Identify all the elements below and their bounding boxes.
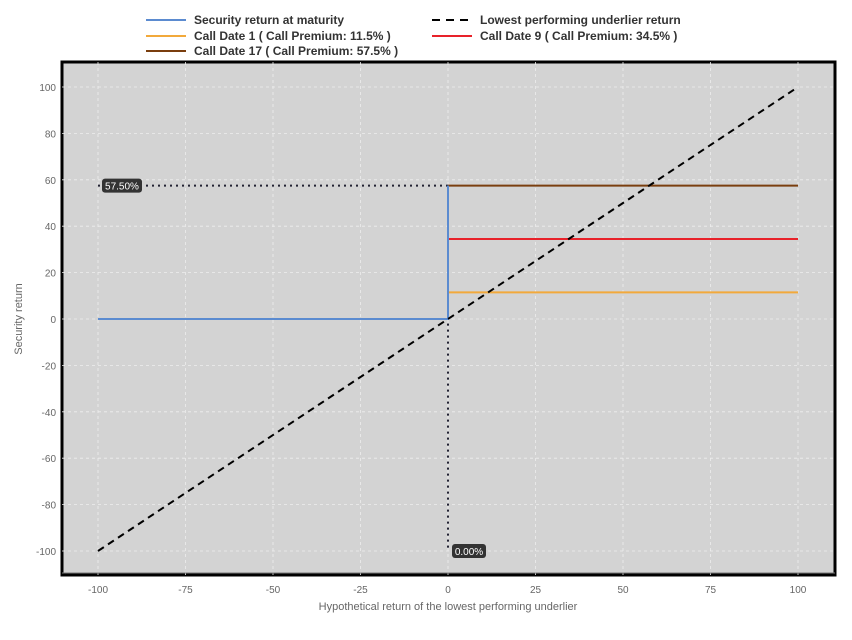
y-tick-label: 100 [39,83,56,94]
y-tick-label: 40 [45,222,57,233]
x-tick-label: 50 [617,585,629,596]
legend-item-2: Call Date 1 ( Call Premium: 11.5% ) [194,29,391,43]
x-tick-label: 75 [705,585,717,596]
y-tick-label: -80 [42,501,57,512]
y-tick-label: 20 [45,269,57,280]
x-tick-label: 0 [445,585,451,596]
annotation-tag-y [102,178,142,193]
x-tick-label: -100 [88,585,108,596]
legend-item-3: Call Date 9 ( Call Premium: 34.5% ) [480,29,677,43]
y-tick-label: 60 [45,176,57,187]
y-tick-label: -40 [42,408,57,419]
x-tick-label: -75 [178,585,193,596]
annotation-label-x: 0.00% [455,547,483,558]
y-tick-label: 0 [50,315,56,326]
annotation-label-y: 57.50% [105,182,139,193]
x-tick-label: -25 [353,585,368,596]
series-line-1 [97,86,799,552]
series-line-0 [98,185,449,320]
x-tick-label: 100 [790,585,807,596]
y-tick-label: -100 [36,547,56,558]
x-tick-label: 25 [530,585,542,596]
annotation-tag-x [452,544,486,558]
y-tick-label: -20 [42,361,57,372]
y-axis-title: Security return [13,283,25,355]
y-tick-label: -60 [42,454,57,465]
x-axis-title: Hypothetical return of the lowest perfor… [319,601,578,613]
legend-item-1: Lowest performing underlier return [480,13,681,27]
legend-item-4: Call Date 17 ( Call Premium: 57.5% ) [194,44,398,58]
legend-item-0: Security return at maturity [194,13,344,27]
x-tick-label: -50 [266,585,281,596]
y-tick-label: 80 [45,129,57,140]
